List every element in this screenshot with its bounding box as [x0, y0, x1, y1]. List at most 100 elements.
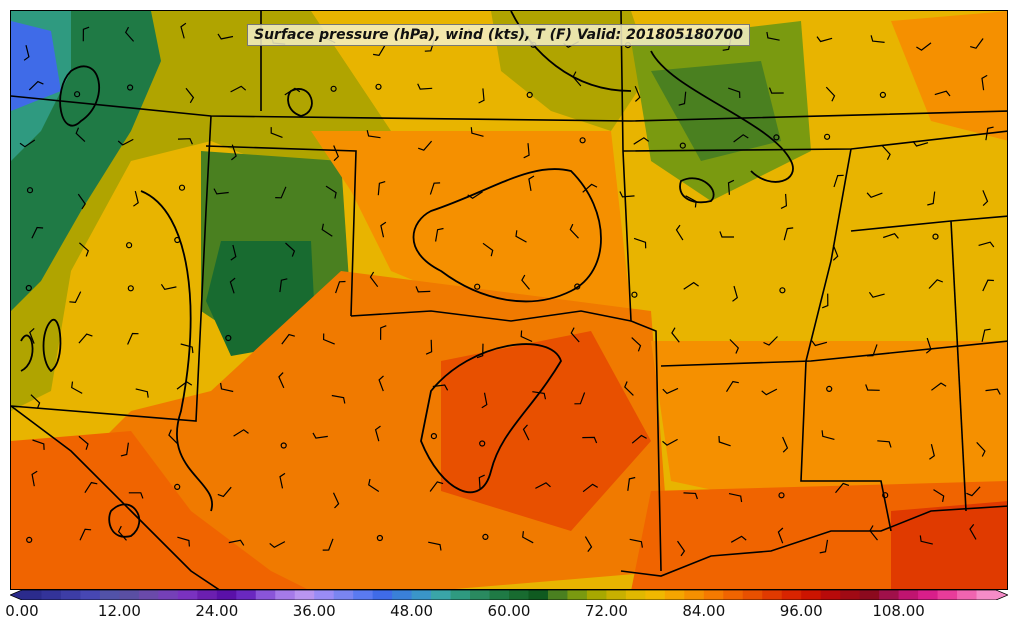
colorbar-tick-label: 72.00 [584, 602, 628, 620]
colorbar-swatch [158, 590, 179, 600]
wind-barb [671, 327, 680, 343]
wind-barb [75, 127, 86, 143]
calm-wind-circle [73, 91, 81, 98]
colorbar-swatch [275, 590, 296, 600]
wind-barb [120, 442, 129, 457]
colorbar-swatch [703, 590, 724, 600]
wind-barb [869, 525, 878, 541]
calm-wind-circle [526, 91, 533, 99]
colorbar-tick-label: 48.00 [390, 602, 434, 620]
wind-barb [925, 337, 932, 354]
wind-barb [284, 87, 301, 96]
calm-wind-circle [330, 85, 337, 92]
wind-barb [281, 333, 295, 345]
wind-barb [82, 26, 90, 42]
wind-barb [23, 45, 30, 61]
colorbar-swatch [41, 590, 62, 600]
colorbar-swatch [392, 590, 413, 600]
colorbar-swatch [898, 590, 919, 600]
colorbar-swatch [742, 590, 763, 600]
wind-barb [69, 291, 82, 304]
wind-barb [228, 539, 245, 546]
colorbar-tick-label: 0.00 [5, 602, 39, 620]
wind-barb [180, 343, 194, 354]
wind-barb [28, 80, 44, 91]
wind-barb [970, 38, 984, 49]
map-title: Surface pressure (hPa), wind (kts), T (F… [247, 24, 751, 46]
colorbar-swatch [255, 590, 276, 600]
wind-barb [270, 127, 283, 138]
wind-barb [481, 392, 488, 409]
wind-barb [127, 332, 139, 345]
map-panel: Surface pressure (hPa), wind (kts), T (F… [10, 10, 1008, 590]
wind-barb [322, 333, 335, 345]
wind-barb [78, 242, 90, 257]
wind-barb [325, 185, 337, 199]
calm-wind-circle [126, 84, 134, 91]
wind-barb [582, 436, 598, 444]
wind-barb [763, 336, 778, 346]
calm-wind-circle [879, 91, 887, 99]
colorbar-swatch [664, 590, 685, 600]
wind-barb [78, 333, 93, 344]
wind-barb [185, 87, 195, 104]
wind-barb [633, 237, 647, 249]
wind-barb [128, 492, 144, 499]
wind-barb [761, 388, 778, 396]
wind-barb [213, 188, 229, 195]
colorbar-tick-label: 108.00 [872, 602, 925, 620]
colorbar-tick-label: 84.00 [682, 602, 726, 620]
wind-barb [572, 71, 582, 87]
wind-barb [429, 182, 441, 195]
wind-barb [631, 337, 642, 352]
wind-barb [230, 244, 237, 261]
wind-barb [619, 191, 635, 198]
wind-barb [662, 438, 678, 446]
wind-barb [819, 539, 829, 554]
colorbar-swatch [80, 590, 101, 600]
colorbar-swatch [547, 590, 569, 600]
wind-barb [582, 483, 599, 493]
wind-barb [478, 474, 485, 490]
colorbar-swatch [333, 590, 354, 600]
wind-barb [467, 191, 483, 200]
colorbar-swatch [976, 590, 997, 600]
wind-barb [435, 227, 444, 242]
colorbar-swatch [509, 590, 530, 600]
colorbar-swatch [840, 590, 861, 600]
wind-barb [124, 26, 135, 42]
calm-wind-circle [826, 385, 833, 392]
wind-barb [476, 343, 484, 359]
wind-barb [969, 524, 977, 540]
wind-barb [866, 344, 878, 357]
colorbar-swatch [60, 590, 82, 600]
wind-barb [624, 381, 634, 396]
temperature-map [11, 11, 1007, 589]
wind-barb [811, 340, 828, 347]
colorbar-swatch [236, 590, 257, 600]
calm-wind-circle [225, 334, 232, 342]
wind-barb [866, 192, 883, 199]
wind-barb [32, 439, 45, 450]
colorbar-swatch [528, 590, 549, 600]
wind-barb [521, 274, 530, 290]
wind-barb [718, 435, 731, 447]
calm-wind-circle [574, 283, 581, 290]
wind-barb [522, 531, 534, 544]
colorbar-swatch [470, 590, 491, 600]
wind-barb [269, 541, 286, 549]
wind-barb [322, 538, 334, 551]
colorbar-swatch [353, 590, 374, 600]
wind-barb [31, 470, 38, 487]
wind-barb [366, 130, 381, 139]
wind-barb [380, 221, 387, 238]
calm-wind-circle [26, 536, 33, 544]
wind-barb [634, 85, 641, 102]
wind-barb [931, 382, 947, 391]
wind-barb [570, 327, 580, 343]
wind-barb [780, 193, 788, 209]
wind-barb [84, 481, 98, 494]
temperature-field [11, 11, 1007, 589]
colorbar-tick-label: 24.00 [195, 602, 239, 620]
wind-barb [766, 31, 780, 41]
